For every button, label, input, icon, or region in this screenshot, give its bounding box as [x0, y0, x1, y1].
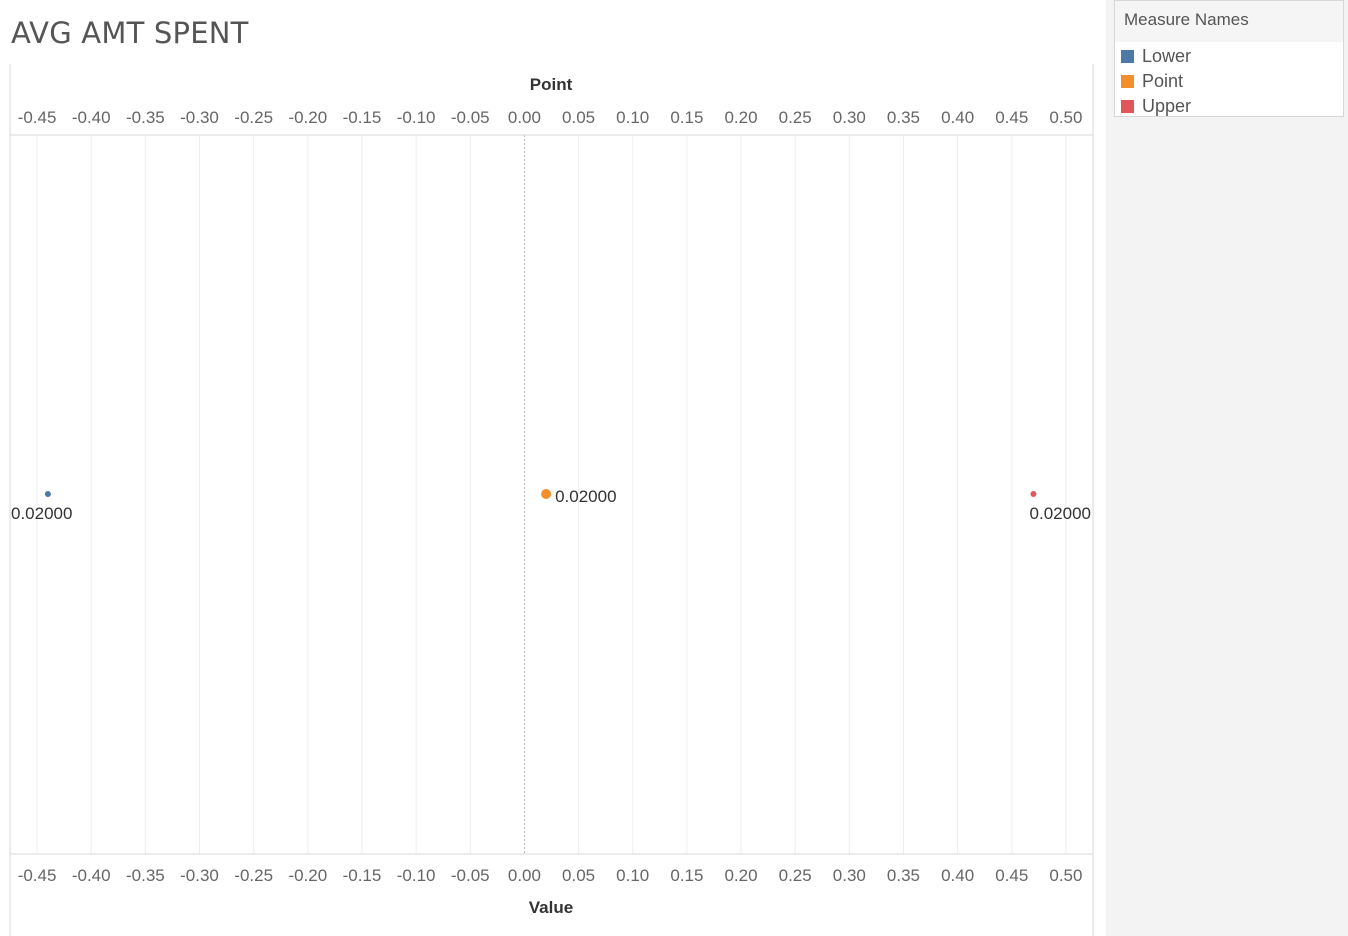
x-tick-label-top: -0.40: [72, 108, 111, 127]
x-tick-label-bottom: -0.20: [288, 866, 327, 885]
x-tick-label-top: -0.05: [451, 108, 490, 127]
x-tick-label-top: -0.30: [180, 108, 219, 127]
x-tick-label-top: -0.35: [126, 108, 165, 127]
x-tick-label-bottom: -0.10: [397, 866, 436, 885]
x-tick-label-top: -0.25: [234, 108, 273, 127]
x-tick-label-top: -0.20: [288, 108, 327, 127]
x-tick-label-top: 0.05: [562, 108, 595, 127]
data-label-upper: 0.02000: [1030, 504, 1091, 523]
x-axis-bottom-ticks: -0.45 -0.40 -0.35 -0.30 -0.25 -0.20 -0.15 -0.10…: [18, 866, 1083, 885]
x-tick-label-bottom: -0.05: [451, 866, 490, 885]
x-tick-label-bottom: -0.30: [180, 866, 219, 885]
x-tick-label-top: 0.30: [833, 108, 866, 127]
plot-frame: [9, 64, 1094, 936]
point-upper: [1030, 491, 1037, 497]
legend-label-point: Point: [1142, 70, 1184, 91]
legend-header: [1115, 1, 1343, 42]
x-tick-label-top: 0.10: [616, 108, 649, 127]
legend-item-point[interactable]: Point: [1121, 71, 1183, 91]
x-tick-label-bottom: 0.00: [508, 866, 541, 885]
x-tick-label-bottom: -0.25: [234, 866, 273, 885]
x-tick-label-bottom: 0.45: [995, 866, 1028, 885]
legend[interactable]: Measure Names Lower Point Upper: [1114, 0, 1344, 117]
x-tick-label-top: 0.15: [670, 108, 703, 127]
x-axis-title-bottom: Value: [529, 898, 573, 917]
x-tick-label-bottom: -0.35: [126, 866, 165, 885]
x-tick-label-bottom: 0.10: [616, 866, 649, 885]
x-tick-label-bottom: 0.25: [779, 866, 812, 885]
legend-title: Measure Names: [1124, 10, 1249, 29]
x-tick-label-top: 0.40: [941, 108, 974, 127]
side-panel: [1106, 0, 1348, 936]
legend-swatch-upper: [1121, 99, 1134, 113]
x-tick-label-bottom: -0.40: [72, 866, 111, 885]
chart-title: AVG AMT SPENT: [11, 16, 249, 50]
x-axis-title-top: Point: [530, 75, 573, 94]
x-tick-label-top: 0.00: [508, 108, 541, 127]
x-axis-top-ticks: -0.45 -0.40 -0.35 -0.30 -0.25 -0.20 -0.15 -0.10…: [18, 108, 1083, 127]
legend-swatch-lower: [1121, 49, 1134, 63]
chart-svg[interactable]: Point Value -0.45 -0.40 -0.35 -0.30 -0.25 -0.…: [0, 0, 1100, 936]
x-tick-label-top: -0.15: [343, 108, 382, 127]
x-tick-label-top: 0.45: [995, 108, 1028, 127]
x-tick-label-top: 0.25: [779, 108, 812, 127]
data-label-lower: 0.02000: [11, 504, 72, 523]
legend-item-upper[interactable]: Upper: [1121, 96, 1191, 116]
x-tick-label-bottom: 0.20: [724, 866, 757, 885]
legend-swatch-point: [1121, 74, 1134, 88]
point-lower: [44, 491, 51, 497]
x-tick-label-top: 0.50: [1049, 108, 1082, 127]
x-tick-label-bottom: 0.15: [670, 866, 703, 885]
data-label-point: 0.02000: [555, 487, 616, 506]
point-estimate: [541, 489, 552, 499]
legend-label-upper: Upper: [1142, 95, 1192, 116]
x-tick-label-bottom: 0.05: [562, 866, 595, 885]
x-tick-label-top: 0.20: [724, 108, 757, 127]
data-marks: 0.02000 0.02000 0.02000: [11, 487, 1091, 523]
x-tick-label-bottom: 0.40: [941, 866, 974, 885]
x-tick-label-bottom: 0.35: [887, 866, 920, 885]
legend-label-lower: Lower: [1142, 45, 1192, 66]
x-tick-label-bottom: -0.45: [18, 866, 57, 885]
x-tick-label-top: -0.45: [18, 108, 57, 127]
x-tick-label-top: 0.35: [887, 108, 920, 127]
x-tick-label-bottom: 0.50: [1049, 866, 1082, 885]
x-tick-label-top: -0.10: [397, 108, 436, 127]
legend-item-lower[interactable]: Lower: [1121, 46, 1191, 66]
x-tick-label-bottom: -0.15: [343, 866, 382, 885]
x-tick-label-bottom: 0.30: [833, 866, 866, 885]
